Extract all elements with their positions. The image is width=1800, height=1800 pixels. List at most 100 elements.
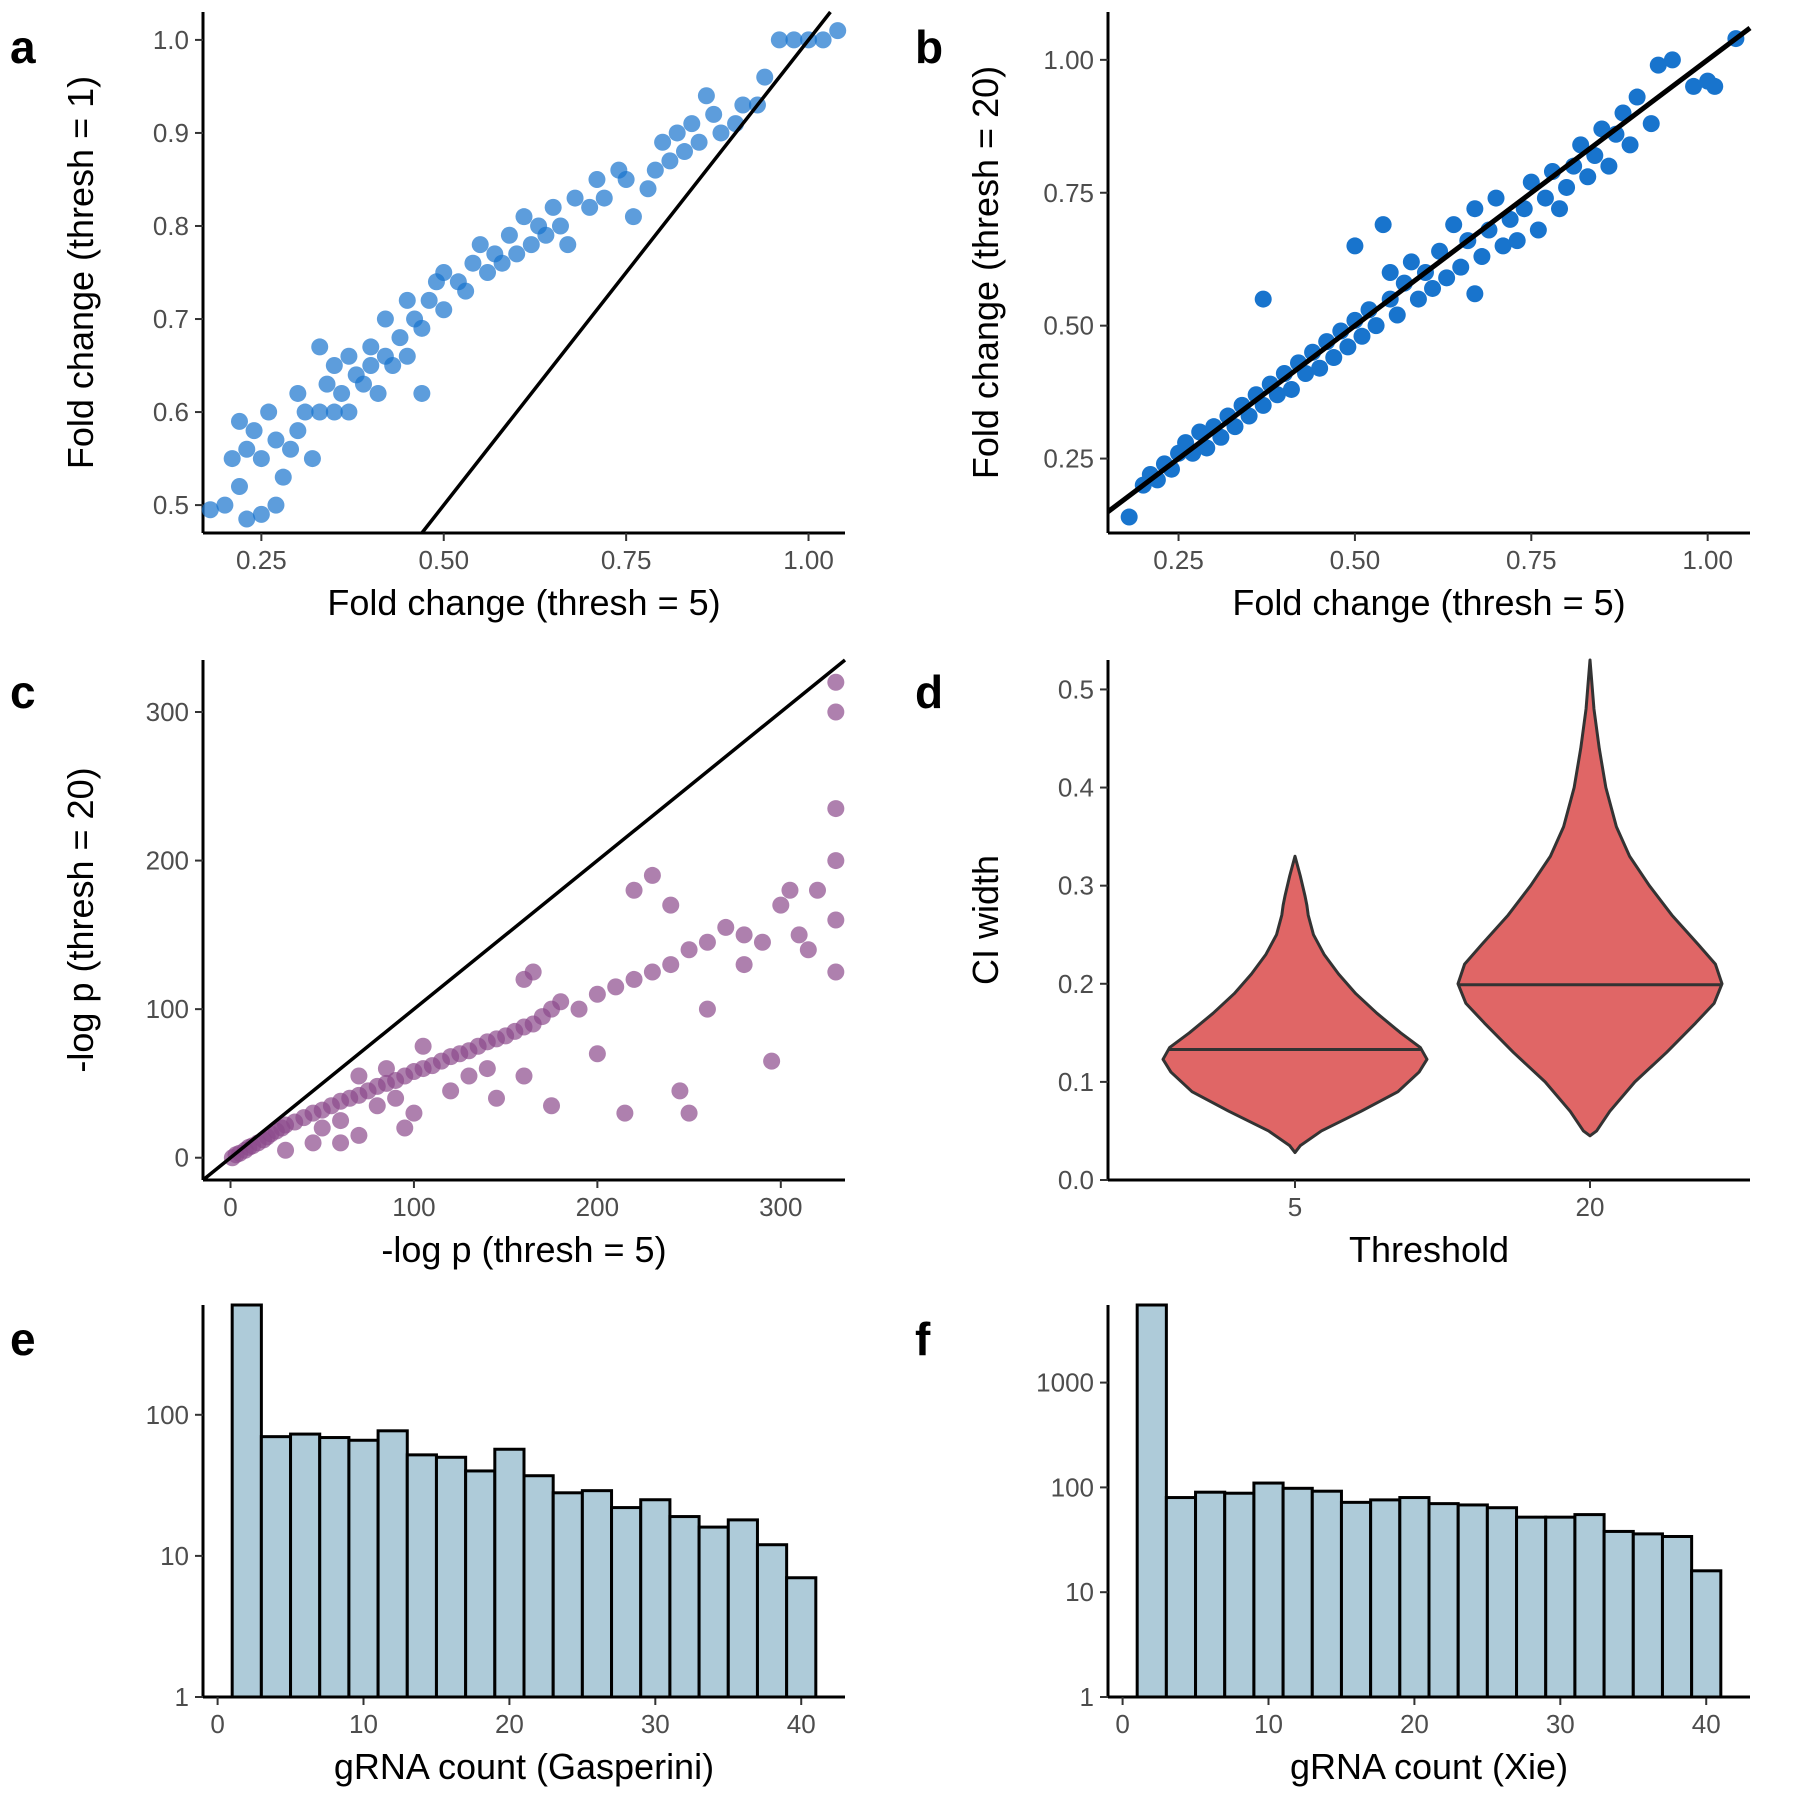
data-point: [464, 254, 482, 272]
panel-e-x-axis-title: gRNA count (Gasperini): [334, 1746, 714, 1787]
data-point: [325, 357, 343, 375]
data-point: [734, 96, 752, 114]
data-point: [829, 22, 847, 40]
data-point: [1529, 221, 1547, 239]
histogram-bar: [1573, 1513, 1606, 1699]
data-point: [827, 703, 845, 721]
data-point: [413, 384, 431, 402]
data-point: [735, 956, 753, 974]
histogram-bar: [1631, 1532, 1664, 1699]
histogram-bar: [1369, 1498, 1402, 1699]
panel-letter-e: e: [10, 1313, 36, 1365]
data-point: [643, 866, 661, 884]
y-tick-label: 100: [146, 1400, 189, 1430]
panel-c-x-axis-title: -log p (thresh = 5): [381, 1229, 666, 1270]
x-tick-label: 0: [1115, 1709, 1129, 1739]
data-point: [1466, 285, 1484, 303]
y-tick-label: 0.1: [1058, 1067, 1094, 1097]
y-tick-label: 1000: [1036, 1368, 1094, 1398]
y-tick-label: 0.25: [1043, 444, 1094, 474]
panel-letter-d: d: [915, 666, 943, 718]
histogram-bar: [1135, 1303, 1168, 1699]
panel-a-scatter-plot: 0.5 0.6 0.7 0.8 0.9 1.0 0.25 0.50 0.75 1.00 Fold c…: [60, 10, 847, 623]
panel-a-y-axis-title: Fold change (thresh = 1): [60, 76, 101, 469]
data-point: [705, 105, 723, 123]
data-point: [384, 357, 402, 375]
data-point: [717, 918, 735, 936]
x-tick-label: 0: [223, 1192, 237, 1222]
histogram-bar: [1427, 1502, 1460, 1699]
y-tick-label: 0.5: [1058, 674, 1094, 704]
data-point: [350, 1067, 368, 1085]
data-point: [624, 208, 642, 226]
histogram-bar: [434, 1455, 468, 1699]
data-point: [238, 510, 256, 528]
data-point: [515, 208, 533, 226]
data-point: [1445, 216, 1463, 234]
data-point: [340, 403, 358, 421]
data-point: [595, 189, 613, 207]
x-tick-label: 0.50: [1330, 545, 1381, 575]
histogram-bar: [1194, 1490, 1227, 1699]
data-point: [552, 993, 570, 1011]
data-point: [680, 941, 698, 959]
x-tick-label: 1.00: [1682, 545, 1733, 575]
panel-c-y-axis-title: -log p (thresh = 20): [60, 767, 101, 1072]
y-tick-label: 0.8: [153, 211, 189, 241]
data-point: [282, 440, 300, 458]
data-point: [827, 673, 845, 691]
data-point: [1311, 359, 1329, 377]
data-point: [311, 403, 329, 421]
data-point: [1353, 327, 1371, 345]
histogram-bar: [1252, 1481, 1285, 1699]
data-point: [1628, 88, 1646, 106]
y-tick-label: 1: [1080, 1682, 1094, 1712]
data-point: [420, 291, 438, 309]
data-point: [398, 347, 416, 365]
data-point: [1494, 237, 1512, 255]
y-tick-label: 0.2: [1058, 969, 1094, 999]
data-point: [216, 496, 234, 514]
y-tick-label: 300: [146, 697, 189, 727]
data-point: [1621, 136, 1639, 154]
data-point: [398, 291, 416, 309]
data-point: [1706, 77, 1724, 95]
histogram-bar: [259, 1435, 293, 1699]
panel-d-violin-plot: 0.0 0.1 0.2 0.3 0.4 0.5 5 20 Threshold CI width: [965, 658, 1750, 1270]
panel-letter-b: b: [915, 21, 943, 73]
panel-e-histogram: 1 10 100 0 10 20 30 40 gRNA count (Gasperini): [146, 1303, 845, 1787]
data-point: [735, 926, 753, 944]
data-point: [643, 963, 661, 981]
data-point: [223, 450, 241, 468]
data-point: [1586, 147, 1604, 165]
data-point: [318, 375, 336, 393]
data-point: [377, 1060, 395, 1078]
data-point: [1226, 418, 1244, 436]
data-point: [350, 1126, 368, 1144]
data-point: [245, 422, 263, 440]
data-point: [543, 1097, 561, 1115]
data-point: [1501, 210, 1519, 228]
data-point: [1508, 232, 1526, 250]
histogram-bar: [1485, 1506, 1519, 1699]
histogram-bar: [1164, 1496, 1198, 1699]
data-point: [814, 31, 832, 49]
data-point: [588, 170, 606, 188]
data-point: [1452, 258, 1470, 276]
histogram-bar: [785, 1576, 818, 1699]
data-point: [332, 1112, 350, 1130]
data-point: [581, 198, 599, 216]
data-point: [1409, 290, 1427, 308]
data-point: [522, 236, 540, 254]
histogram-bar: [318, 1436, 351, 1699]
data-point: [1346, 237, 1364, 255]
data-point: [376, 310, 394, 328]
data-point: [1642, 115, 1660, 133]
y-tick-label: 1.00: [1043, 45, 1094, 75]
data-point: [1438, 269, 1456, 287]
data-point: [515, 1067, 533, 1085]
histogram-bar: [580, 1489, 614, 1699]
data-point: [1614, 104, 1632, 122]
y-tick-label: 0.4: [1058, 773, 1094, 803]
data-point: [435, 301, 453, 319]
